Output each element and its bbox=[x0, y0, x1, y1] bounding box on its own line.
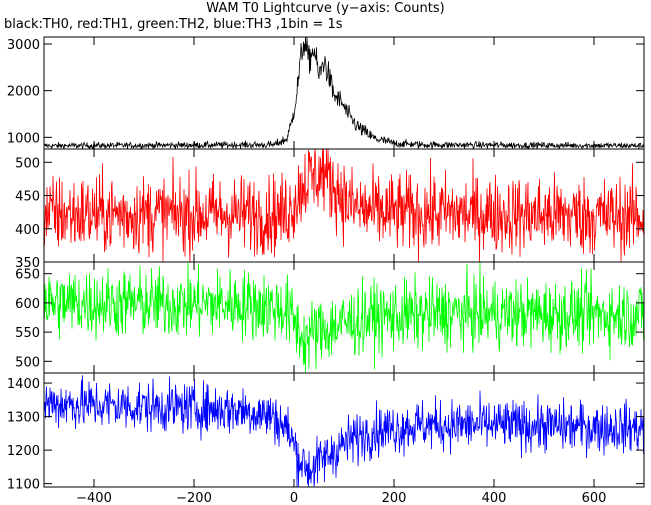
y-tick-label: 1400 bbox=[7, 377, 40, 392]
series-line-th0 bbox=[43, 36, 645, 151]
chart-title: WAM T0 Lightcurve (y−axis: Counts) bbox=[206, 1, 445, 16]
x-tick-label: 0 bbox=[290, 491, 298, 505]
x-tick-label: 600 bbox=[582, 491, 607, 505]
y-tick-label: 1300 bbox=[7, 411, 40, 426]
y-tick-label: 650 bbox=[15, 268, 40, 283]
chart-subtitle: black:TH0, red:TH1, green:TH2, blue:TH3 … bbox=[4, 17, 343, 32]
y-tick-label: 400 bbox=[15, 223, 40, 238]
y-tick-label: 450 bbox=[15, 190, 40, 205]
y-tick-label: 2000 bbox=[7, 85, 40, 100]
x-tick-label: −400 bbox=[76, 491, 112, 505]
y-tick-label: 1000 bbox=[7, 131, 40, 146]
y-tick-label: 550 bbox=[15, 326, 40, 341]
y-tick-label: 500 bbox=[15, 355, 40, 370]
x-tick-label: −200 bbox=[176, 491, 212, 505]
x-tick-label: 200 bbox=[382, 491, 407, 505]
series-line-th3 bbox=[43, 375, 645, 488]
y-tick-label: 500 bbox=[15, 156, 40, 171]
y-tick-label: 1200 bbox=[7, 444, 40, 459]
series-line-th2 bbox=[43, 261, 645, 374]
panel-frame-th0 bbox=[43, 36, 645, 150]
x-tick-label: 400 bbox=[482, 491, 507, 505]
panel-frame-th3 bbox=[43, 372, 645, 488]
series-line-th1 bbox=[43, 148, 645, 263]
y-tick-label: 600 bbox=[15, 297, 40, 312]
y-tick-label: 350 bbox=[15, 256, 40, 271]
y-tick-label: 1100 bbox=[7, 478, 40, 493]
y-tick-label: 3000 bbox=[7, 38, 40, 53]
